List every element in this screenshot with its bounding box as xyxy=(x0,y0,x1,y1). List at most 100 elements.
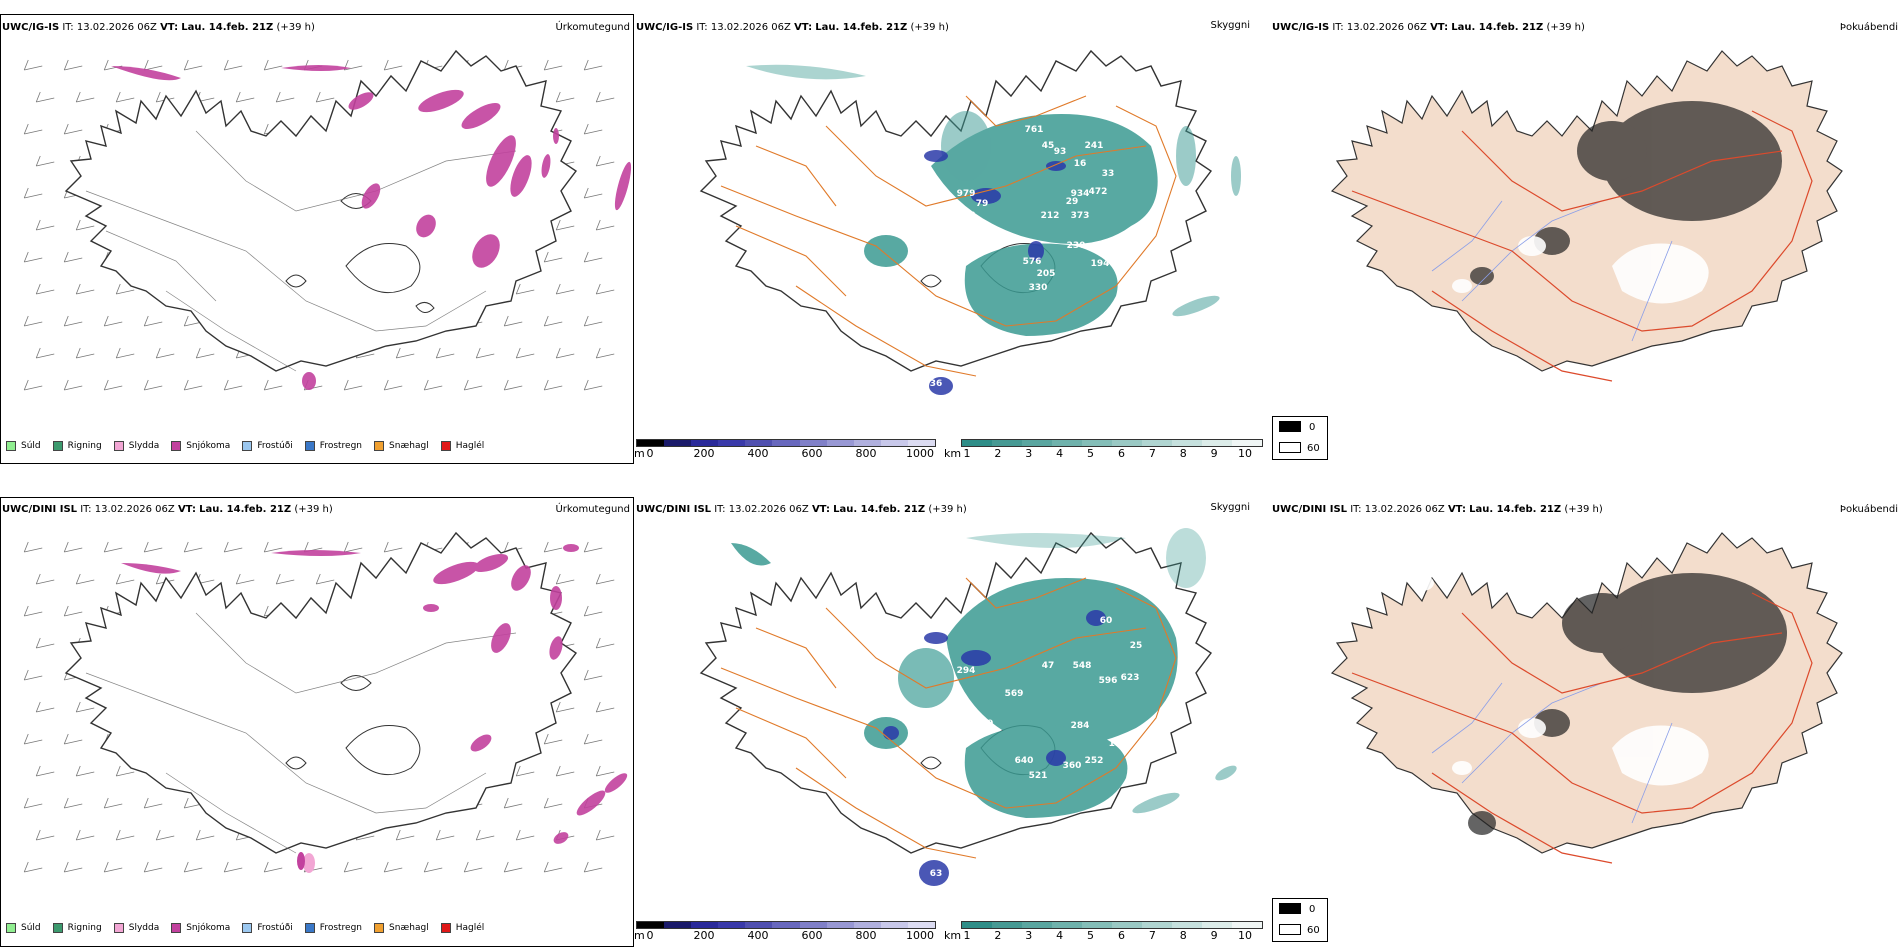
colorbar-segment xyxy=(718,922,746,928)
legend-label: Slydda xyxy=(128,923,160,933)
cover-label-0-1: 0 xyxy=(1309,422,1316,433)
colorbar-segment xyxy=(853,922,881,928)
wind-barb-flag xyxy=(63,315,69,327)
legend-item: Snjókoma xyxy=(171,441,230,451)
wind-barb-flag xyxy=(115,283,121,295)
wind-barb-flag xyxy=(183,59,189,71)
legend-item: Frostregn xyxy=(304,923,362,933)
wind-barb-flag xyxy=(35,637,41,649)
wind-barb-flag xyxy=(143,59,149,71)
cloud-cover-light xyxy=(1410,575,1709,786)
legend-label: Frostúði xyxy=(257,441,293,451)
wind-barb-flag xyxy=(595,765,601,777)
wind-barb-flag xyxy=(555,701,561,713)
cloud-value-label: 294 xyxy=(957,666,976,676)
wind-barb-flag xyxy=(383,379,389,391)
wind-barb xyxy=(596,707,615,713)
wind-barb xyxy=(544,803,563,809)
wind-barb-flag xyxy=(515,829,521,841)
valid-time: Lau. 14.feb. 21Z xyxy=(815,22,908,33)
cloud-value-label: 177 xyxy=(933,726,952,736)
wind-barb xyxy=(316,97,335,103)
wind-barb xyxy=(384,547,403,553)
wind-barb xyxy=(24,739,43,745)
wind-barb xyxy=(76,289,95,295)
wind-barb-flag xyxy=(435,347,441,359)
cover-swatch-0-2 xyxy=(1279,903,1301,914)
wind-barb xyxy=(104,547,123,553)
cloud-value-label: 93 xyxy=(1054,147,1067,157)
colorbar-tick: 400 xyxy=(747,929,769,942)
wind-barb xyxy=(504,803,523,809)
wind-barb-flag xyxy=(143,797,149,809)
wind-barb-flag xyxy=(23,541,29,553)
wind-barb-flag xyxy=(583,733,589,745)
wind-barb-flag xyxy=(595,283,601,295)
legend-label: Snæhagl xyxy=(389,923,429,933)
wind-barb xyxy=(584,193,603,199)
colorbar-segment xyxy=(745,922,773,928)
colorbar-segment xyxy=(664,440,692,446)
wind-barb xyxy=(356,835,375,841)
wind-barb-flag xyxy=(543,379,549,391)
wind-barb-flag xyxy=(223,379,229,391)
wind-barb xyxy=(24,547,43,553)
cloud-value-label: 888 xyxy=(957,211,976,221)
colorbar-segment xyxy=(637,922,665,928)
cloudbase-ticks-2: 0 200 400 600 800 1000 xyxy=(647,929,935,943)
legend-label: Súld xyxy=(21,441,41,451)
wind-barb-flag xyxy=(155,347,161,359)
wind-barb-flag xyxy=(263,123,269,135)
wind-barb-flag xyxy=(315,91,321,103)
valid-label: VT: xyxy=(177,504,196,515)
wind-barb-flag xyxy=(23,59,29,71)
cloud-value-label: 349 xyxy=(975,719,994,729)
colorbar-tick: 7 xyxy=(1148,447,1156,460)
snow-areas xyxy=(111,65,632,390)
wind-barb-flag xyxy=(143,861,149,873)
wind-barb-flag xyxy=(263,861,269,873)
colorbar-segment xyxy=(1052,922,1082,928)
colorbar-tick: 10 xyxy=(1238,447,1252,460)
wind-barb-flag xyxy=(515,765,521,777)
precip-map-2 xyxy=(23,531,628,873)
wind-barb-flag xyxy=(195,347,201,359)
wind-barb xyxy=(264,65,283,71)
visibility-unit-1: km xyxy=(944,447,962,460)
wind-barb-flag xyxy=(115,765,121,777)
legend-item: Frostregn xyxy=(304,441,362,451)
legend-swatch xyxy=(171,441,182,451)
init-time: IT: 13.02.2026 06Z xyxy=(80,504,175,515)
visibility-colorbar-1 xyxy=(961,439,1263,447)
wind-barb-flag xyxy=(503,379,509,391)
wind-barb-flag xyxy=(63,123,69,135)
wind-barb xyxy=(64,803,83,809)
iceland-outline xyxy=(64,531,578,854)
cloud-value-label: 284 xyxy=(1071,721,1090,731)
valid-time: Lau. 14.feb. 21Z xyxy=(1451,22,1544,33)
road-network xyxy=(720,577,1177,859)
wind-barb xyxy=(556,289,575,295)
cover-label-1-2: 60 xyxy=(1307,925,1320,936)
legend-swatch xyxy=(440,923,451,933)
wind-barb xyxy=(516,835,535,841)
cover-panel-title-1: UWC/IG-IS IT: 13.02.2026 06Z VT: Lau. 14… xyxy=(1272,22,1585,34)
wind-barb-flag xyxy=(75,701,81,713)
wind-barb xyxy=(76,835,95,841)
precip-panel-frame-1 xyxy=(0,14,634,464)
cloudbase-areas xyxy=(924,150,1066,395)
wind-barb-flag xyxy=(183,541,189,553)
legend-swatch xyxy=(6,923,16,933)
wind-barb-flag xyxy=(115,347,121,359)
wind-barb-flag xyxy=(435,829,441,841)
colorbar-segment xyxy=(1202,440,1232,446)
wind-barb-flag xyxy=(63,733,69,745)
legend-label: Súld xyxy=(21,923,41,933)
wind-barb xyxy=(64,547,83,553)
wind-barb xyxy=(104,385,123,391)
wind-barb-flag xyxy=(595,829,601,841)
wind-barb xyxy=(476,835,495,841)
colorbar-tick: 7 xyxy=(1148,929,1156,942)
wind-barb xyxy=(596,97,615,103)
